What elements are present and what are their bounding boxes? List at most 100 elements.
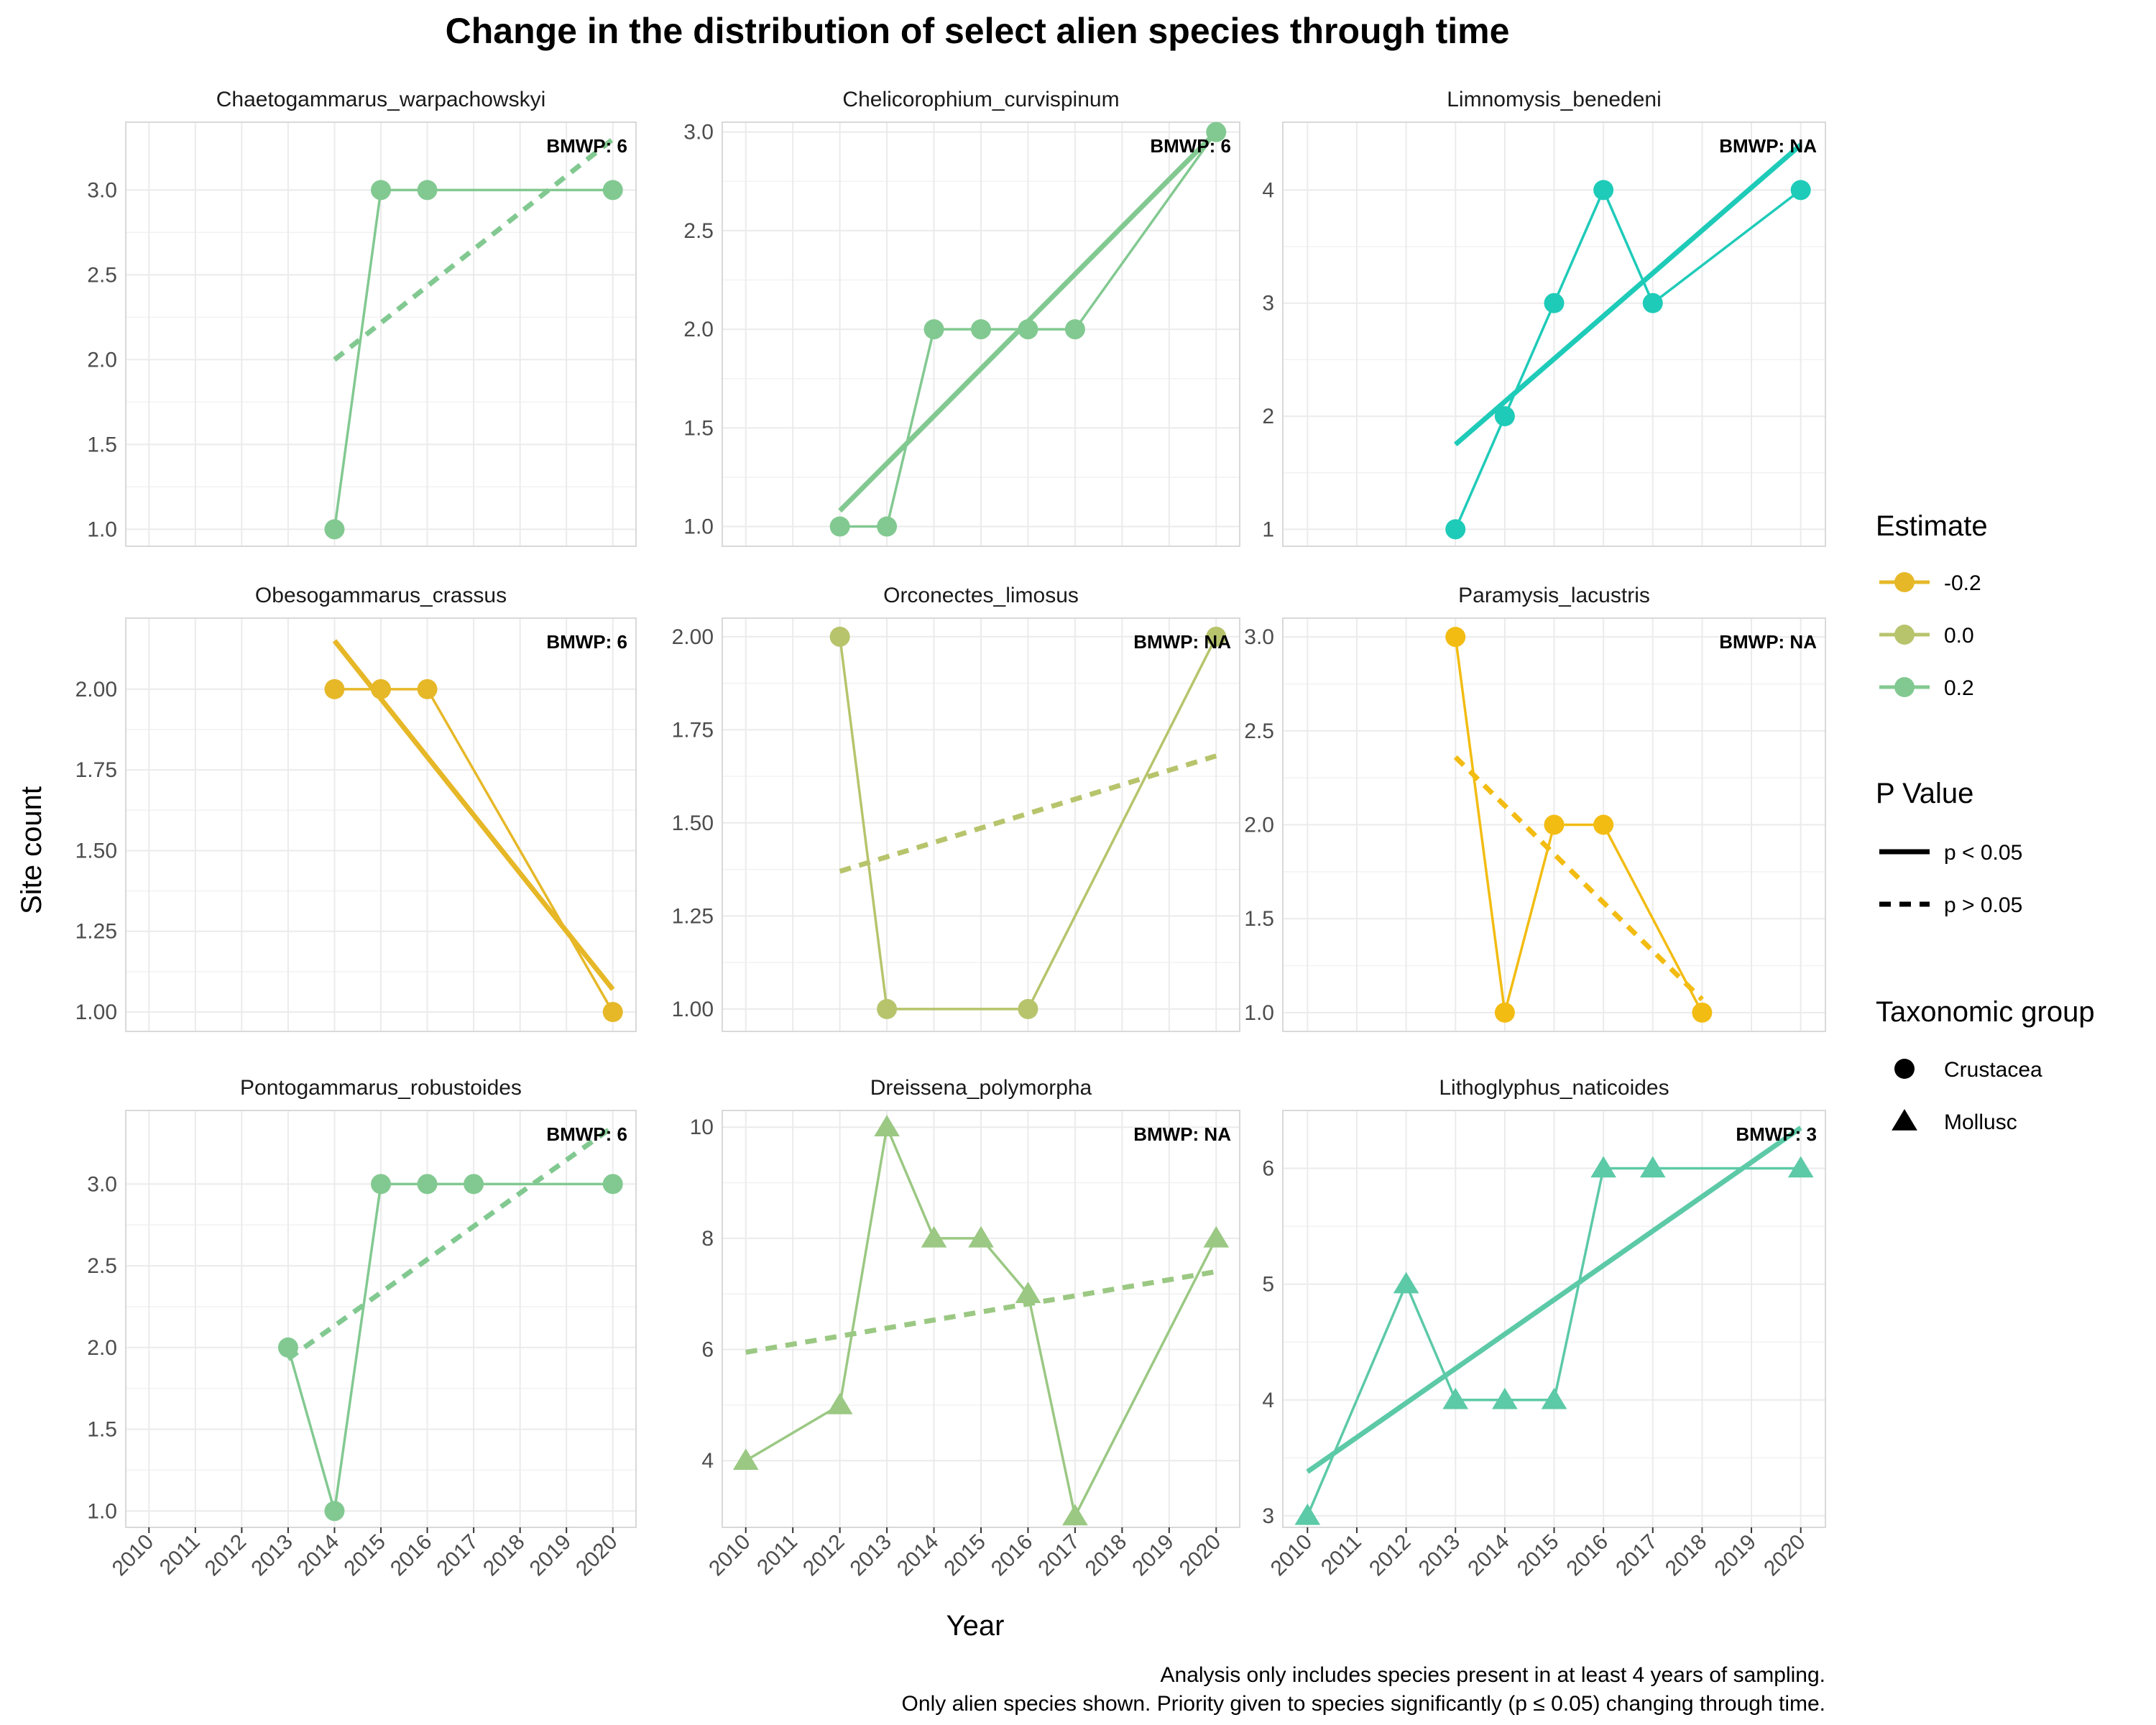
bmwp-label: BMWP: 3	[1736, 1123, 1817, 1145]
x-tick-label: 2011	[155, 1530, 205, 1580]
legend-pvalue-title: P Value	[1876, 778, 1973, 809]
caption-line-1: Analysis only includes species present i…	[1161, 1663, 1825, 1687]
y-tick-label: 2.00	[672, 625, 714, 649]
y-tick-label: 1.0	[87, 1499, 117, 1523]
x-tick-label: 2020	[1759, 1530, 1810, 1581]
panel-strip-title: Lithoglyphus_naticoides	[1439, 1076, 1669, 1100]
x-tick-label: 2018	[1661, 1530, 1712, 1581]
data-point	[324, 519, 345, 540]
data-point	[1494, 406, 1515, 427]
legend-taxon-shape	[1894, 1059, 1915, 1079]
x-tick-label: 2013	[247, 1530, 298, 1581]
data-point	[602, 1174, 623, 1195]
panel-border	[125, 617, 637, 1032]
x-tick-label: 2014	[1463, 1530, 1514, 1581]
data-point	[602, 180, 623, 201]
legend-estimate-label: -0.2	[1944, 571, 1981, 595]
data-point	[324, 1501, 345, 1522]
x-tick-label: 2015	[939, 1530, 990, 1581]
panel-border	[1282, 121, 1826, 547]
x-tick-label: 2020	[571, 1530, 622, 1581]
caption-line-2: Only alien species shown. Priority given…	[902, 1692, 1825, 1716]
series-line	[1454, 187, 1802, 530]
x-tick-label: 2019	[1710, 1530, 1761, 1581]
panel-border	[125, 121, 637, 547]
series-line	[287, 1182, 613, 1512]
y-tick-label: 2.0	[87, 348, 117, 372]
panel-Paramysis_lacustris: Paramysis_lacustris 1.0 1.5 2.0 2.5 3.0 BMWP: …	[1244, 584, 1826, 1032]
x-tick-label: 2010	[1266, 1530, 1317, 1581]
y-tick-label: 2.00	[75, 678, 117, 702]
data-point	[464, 1174, 484, 1195]
x-tick-label: 2016	[1562, 1530, 1613, 1581]
trend-line	[286, 1124, 614, 1361]
panel-border	[722, 617, 1240, 1032]
y-tick-label: 1.75	[672, 718, 714, 742]
y-tick-label: 5	[1262, 1273, 1274, 1297]
data-point	[829, 516, 850, 537]
y-tick-label: 3.0	[87, 1172, 117, 1196]
chart-title: Change in the distribution of select ali…	[446, 11, 1510, 51]
y-tick-label: 3.0	[1244, 625, 1274, 649]
y-tick-label: 1.75	[75, 758, 117, 782]
data-point	[829, 626, 850, 647]
data-point	[1294, 1503, 1321, 1525]
legend-pvalue-label: p > 0.05	[1944, 893, 2022, 917]
data-point	[1544, 293, 1565, 313]
panel-Chaetogammarus_warpachowskyi: Chaetogammarus_warpachowskyi 1.0 1.5 2.0 2.5…	[87, 88, 637, 547]
y-tick-label: 1.00	[75, 1000, 117, 1024]
x-tick-label: 2010	[108, 1530, 159, 1581]
data-point	[971, 319, 991, 340]
major-gridlines	[722, 122, 1240, 546]
series-line	[334, 688, 614, 1013]
data-point	[417, 1174, 438, 1195]
series-line	[745, 1122, 1217, 1520]
data-point	[417, 678, 438, 699]
series-line	[838, 636, 1217, 1011]
panel-border	[722, 121, 1240, 547]
data-point	[324, 678, 345, 699]
legend-estimate-label: 0.2	[1944, 676, 1974, 700]
y-tick-label: 2	[1262, 405, 1274, 428]
x-tick-label: 2014	[893, 1530, 944, 1581]
panel-border	[1282, 617, 1826, 1032]
major-gridlines	[1283, 618, 1825, 1031]
major-gridlines	[722, 618, 1240, 1031]
y-tick-label: 1	[1262, 518, 1274, 541]
x-tick-label: 2018	[1081, 1530, 1132, 1581]
x-tick-label: 2019	[525, 1530, 576, 1581]
legend: Estimate -0.2 0.0 0.2 P Value p < 0.05 p > 0.0…	[1876, 510, 2095, 1134]
data-point	[1494, 1002, 1515, 1023]
y-tick-label: 1.50	[75, 839, 117, 862]
legend-taxon-label: Crustacea	[1944, 1058, 2042, 1082]
y-tick-label: 4	[1262, 178, 1274, 202]
major-gridlines	[722, 1110, 1240, 1527]
data-point	[1544, 814, 1565, 835]
series-line	[333, 188, 613, 530]
data-point	[1590, 1156, 1616, 1178]
data-point	[1639, 1156, 1666, 1178]
bmwp-label: BMWP: NA	[1133, 631, 1231, 653]
x-tick-label: 2017	[433, 1530, 484, 1581]
x-tick-label: 2017	[1033, 1530, 1084, 1581]
panel-strip-title: Paramysis_lacustris	[1458, 584, 1650, 607]
data-point	[1206, 121, 1227, 142]
legend-estimate-point	[1894, 677, 1915, 697]
y-tick-label: 2.5	[87, 263, 117, 287]
panel-Obesogammarus_crassus: Obesogammarus_crassus 1.00 1.25 1.50 1.75 2.0…	[75, 584, 637, 1032]
y-tick-label: 1.5	[1244, 907, 1274, 931]
data-point	[371, 678, 391, 699]
data-point	[1492, 1387, 1518, 1409]
data-point	[732, 1448, 759, 1470]
x-tick-label: 2013	[1414, 1530, 1465, 1581]
data-point	[1064, 319, 1085, 340]
trend-line	[1306, 1126, 1802, 1474]
legend-estimate-point	[1894, 625, 1915, 645]
data-point	[1442, 1387, 1469, 1409]
y-tick-label: 4	[1262, 1389, 1274, 1412]
data-point	[1787, 1156, 1814, 1178]
x-tick-label: 2011	[752, 1530, 802, 1580]
bmwp-label: BMWP: 6	[546, 631, 627, 653]
panel-strip-title: Obesogammarus_crassus	[255, 584, 507, 607]
trend-line	[839, 753, 1217, 874]
